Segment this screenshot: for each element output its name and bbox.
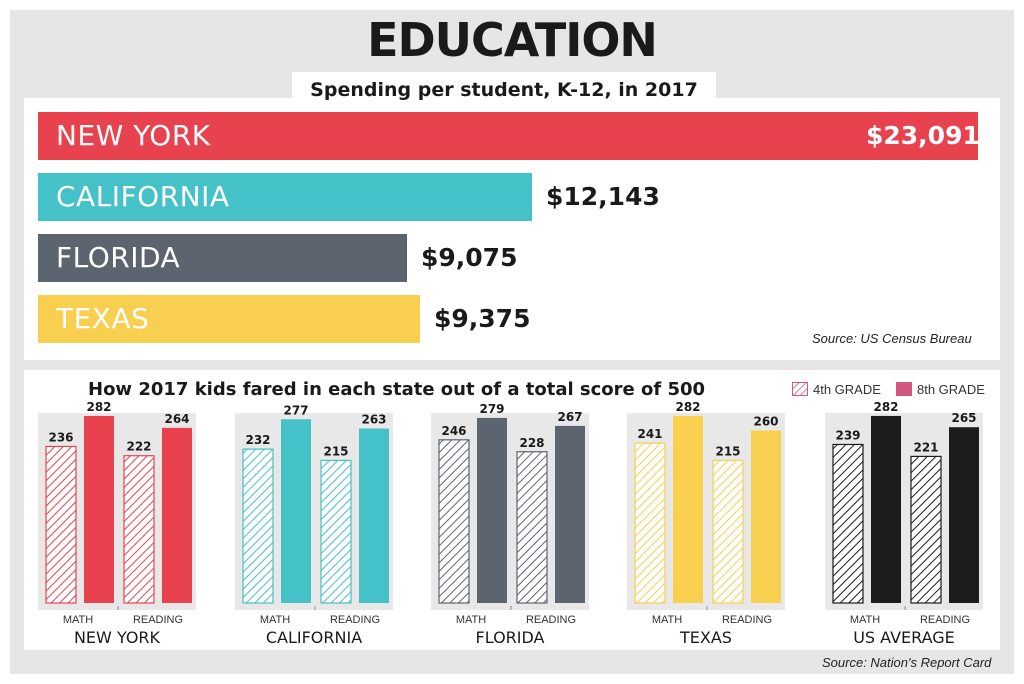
score-value-label: 264: [164, 412, 189, 426]
score-value-label: 221: [913, 440, 938, 454]
score-bar-us-average-math-4th: [832, 443, 864, 604]
spending-bar-label: NEW YORK: [56, 119, 211, 152]
subject-label-math: MATH: [456, 614, 486, 626]
main-title: EDUCATION: [367, 13, 658, 67]
score-value-label: 263: [361, 413, 386, 427]
score-value-label: 232: [245, 433, 270, 447]
score-bar-california-reading-8th: [359, 428, 389, 603]
score-bar-texas-reading-4th: [712, 459, 744, 604]
spending-bar-florida: FLORIDA: [38, 234, 407, 282]
score-bar-florida-reading-4th: [516, 451, 548, 604]
solid-swatch-icon: [896, 382, 912, 396]
spending-bar-new-york: NEW YORK: [38, 112, 978, 160]
spending-bar-value: $12,143: [546, 182, 660, 211]
score-bar-new-york-reading-4th: [123, 455, 155, 604]
score-value-label: 282: [86, 400, 111, 414]
spending-bar-california: CALIFORNIA: [38, 173, 532, 221]
spending-bar-texas: TEXAS: [38, 295, 420, 343]
spending-bar-label: FLORIDA: [56, 241, 181, 274]
score-bar-new-york-reading-8th: [162, 427, 192, 603]
group-label-california: CALIFORNIA: [266, 628, 362, 647]
spending-bar-label: CALIFORNIA: [56, 180, 230, 213]
score-value-label: 267: [557, 410, 582, 424]
legend-item-4th-grade: 4th GRADE: [792, 382, 881, 398]
score-value-label: 222: [126, 440, 151, 454]
score-bar-new-york-math-8th: [84, 415, 114, 603]
score-bar-texas-reading-8th: [751, 430, 781, 603]
spending-bar-value: $9,075: [421, 243, 518, 272]
score-value-label: 241: [637, 427, 662, 441]
legend-label-4th-grade: 4th GRADE: [813, 382, 881, 397]
subject-label-reading: READING: [722, 614, 772, 626]
score-value-label: 228: [519, 436, 544, 450]
subject-label-reading: READING: [133, 614, 183, 626]
spending-subtitle: Spending per student, K-12, in 2017: [292, 72, 716, 108]
score-bar-florida-math-4th: [438, 439, 470, 604]
score-value-label: 260: [753, 415, 778, 429]
scores-chart-title: How 2017 kids fared in each state out of…: [88, 379, 706, 400]
scores-source: Source: Nation's Report Card: [822, 655, 992, 670]
score-value-label: 246: [441, 424, 466, 438]
hatched-swatch-icon: [792, 382, 808, 396]
score-value-label: 215: [323, 444, 348, 458]
score-bar-california-math-4th: [242, 448, 274, 604]
group-label-us-average: US AVERAGE: [853, 628, 955, 647]
subject-label-reading: READING: [526, 614, 576, 626]
score-bar-us-average-math-8th: [871, 415, 901, 603]
group-label-texas: TEXAS: [679, 628, 732, 647]
score-bar-us-average-reading-4th: [910, 455, 942, 604]
score-value-label: 239: [835, 428, 860, 442]
legend-item-8th-grade: 8th GRADE: [896, 382, 985, 398]
score-bar-texas-math-8th: [673, 415, 703, 603]
group-label-florida: FLORIDA: [476, 628, 545, 647]
group-label-new-york: NEW YORK: [74, 628, 161, 647]
score-bar-texas-math-4th: [634, 442, 666, 604]
score-bar-new-york-math-4th: [45, 445, 77, 604]
spending-bar-value: $9,375: [434, 304, 531, 333]
score-value-label: 277: [283, 403, 308, 417]
spending-bar-label: TEXAS: [56, 302, 150, 335]
spending-source: Source: US Census Bureau: [812, 331, 972, 346]
score-bar-florida-math-8th: [477, 417, 507, 603]
spending-bar-value: $23,091: [866, 121, 980, 150]
score-value-label: 279: [479, 402, 504, 416]
legend-label-8th-grade: 8th GRADE: [917, 382, 985, 397]
score-value-label: 215: [715, 444, 740, 458]
score-bar-us-average-reading-8th: [949, 427, 979, 603]
subject-label-math: MATH: [652, 614, 682, 626]
subject-label-math: MATH: [63, 614, 93, 626]
score-value-label: 265: [951, 411, 976, 425]
subject-label-reading: READING: [330, 614, 380, 626]
score-bar-california-reading-4th: [320, 459, 352, 604]
subject-label-math: MATH: [850, 614, 880, 626]
score-bar-california-math-8th: [281, 419, 311, 603]
subject-label-reading: READING: [920, 614, 970, 626]
score-bar-florida-reading-8th: [555, 425, 585, 603]
score-value-label: 236: [48, 430, 73, 444]
score-value-label: 282: [675, 400, 700, 414]
subject-label-math: MATH: [260, 614, 290, 626]
score-value-label: 282: [873, 400, 898, 414]
